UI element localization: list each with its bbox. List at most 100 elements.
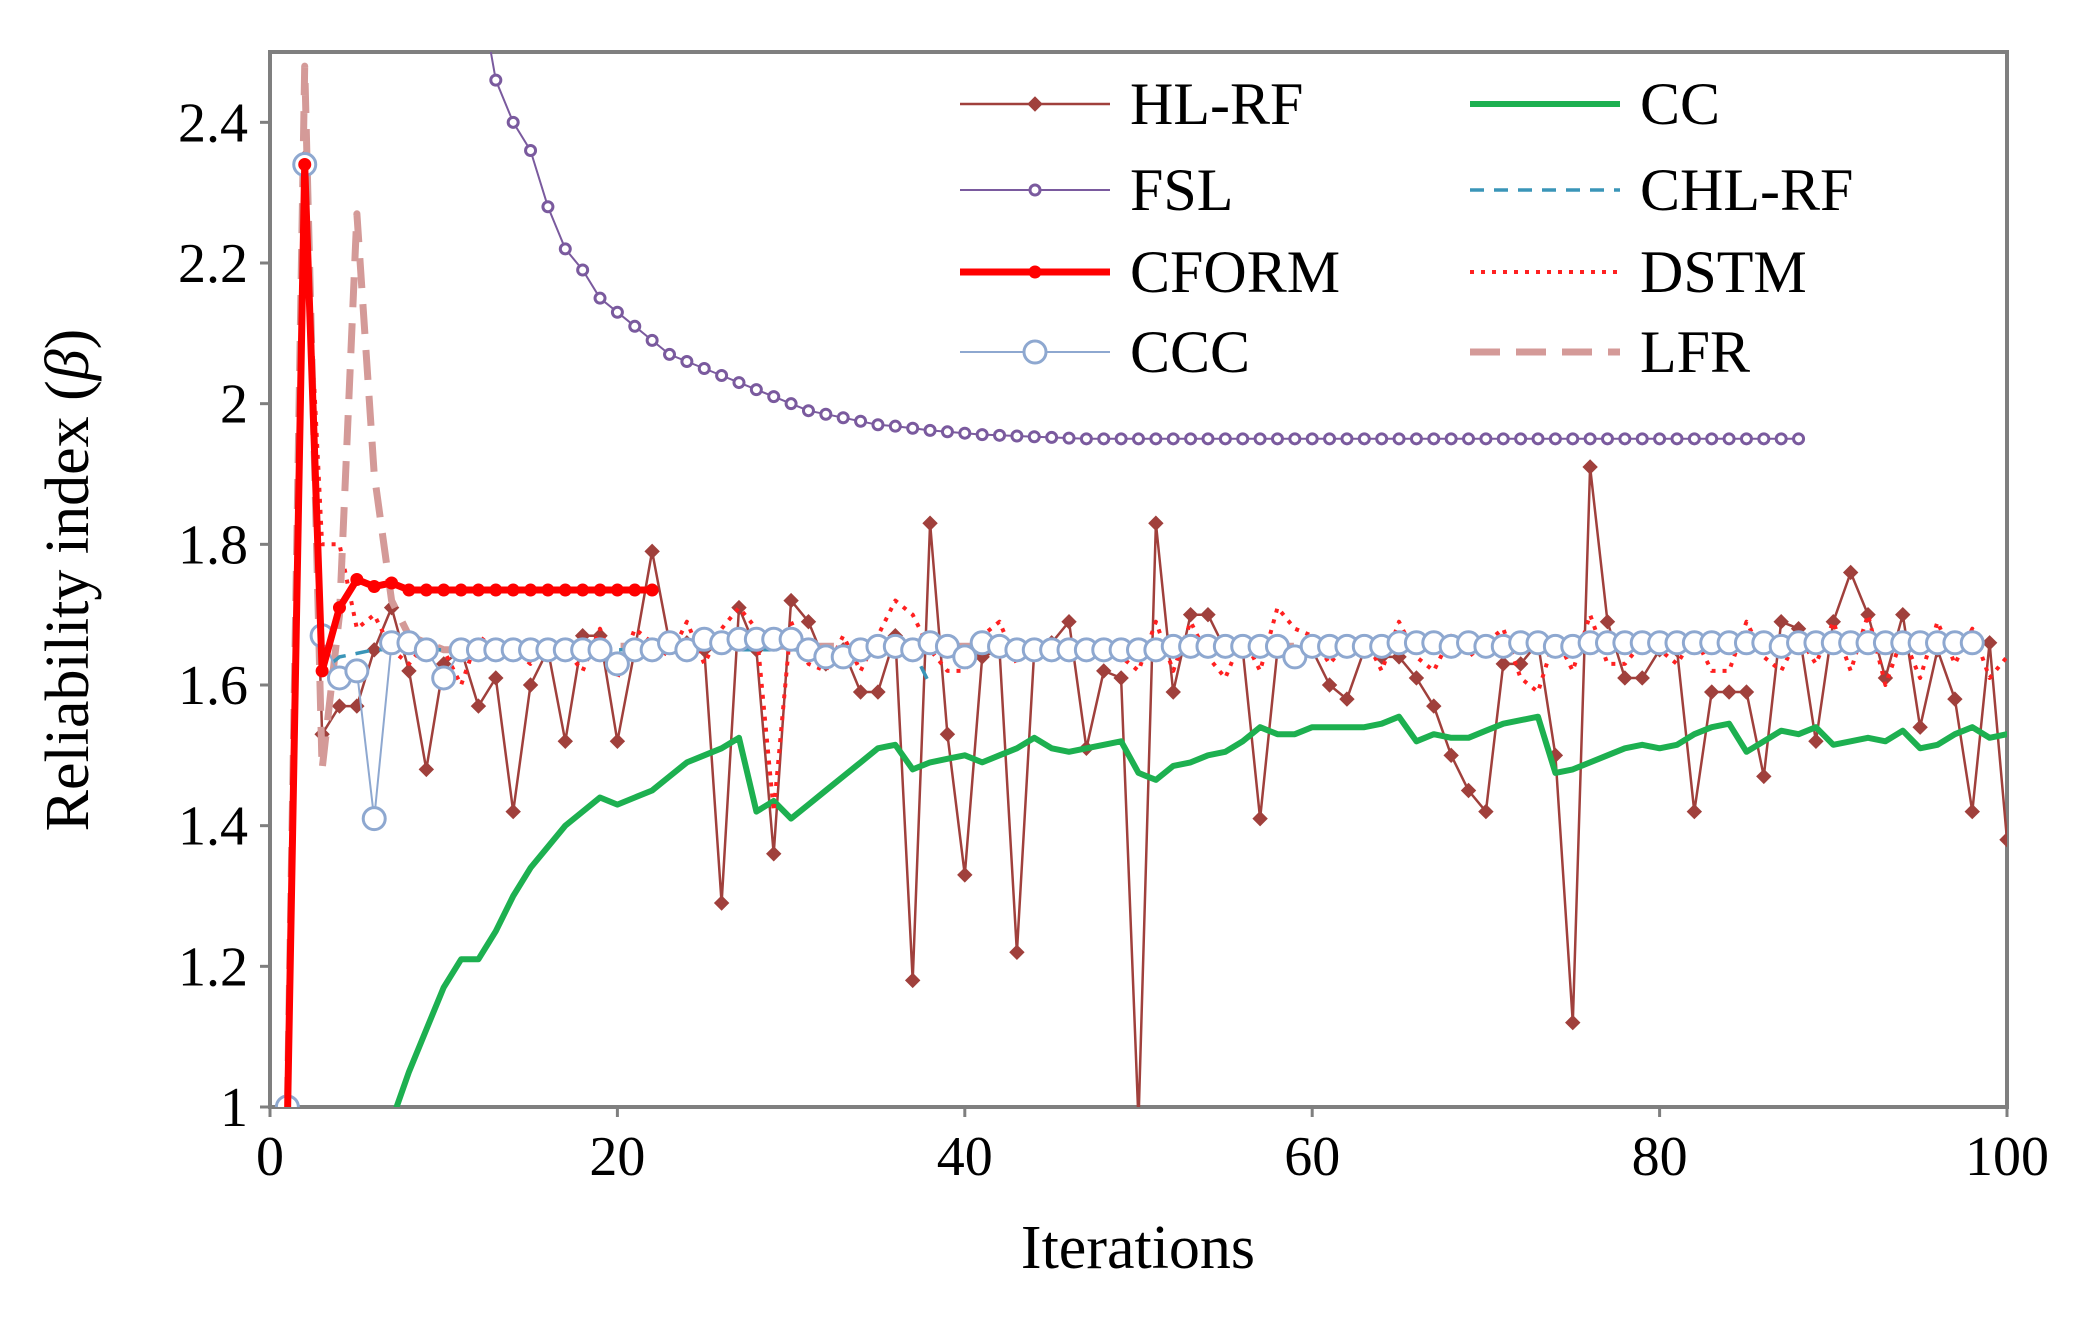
cform-point [489, 583, 503, 597]
series-cc [393, 713, 2007, 1107]
hl-rf-point [1999, 832, 2007, 848]
fsl-point [1253, 432, 1267, 446]
cform-point [628, 583, 642, 597]
fsl-point [1409, 432, 1423, 446]
fsl-point [680, 354, 694, 368]
fsl-point [801, 404, 815, 418]
fsl-point [1462, 432, 1476, 446]
fsl-point [1045, 430, 1059, 444]
fsl-point [732, 376, 746, 390]
legend-item-chl-rf: CHL-RF [1470, 157, 1853, 223]
fsl-line [489, 52, 1800, 440]
y-axis-ticks: 1 1.2 1.4 1.6 1.8 2 2.2 2.4 [178, 92, 270, 1139]
hl-rf-point [366, 642, 382, 658]
fsl-point [715, 369, 729, 383]
hl-rf-point [852, 684, 869, 700]
cform-point [558, 583, 572, 597]
fsl-point [489, 73, 503, 87]
fsl-point [1132, 432, 1145, 446]
hl-rf-point [1113, 670, 1129, 686]
hl-rf-point [939, 726, 956, 742]
hl-rf-point [1495, 656, 1511, 672]
x-tick-label: 60 [1284, 1126, 1340, 1188]
hl-rf-point [609, 733, 626, 749]
hl-rf-point [766, 846, 782, 862]
legend-label-ccc: CCC [1130, 319, 1250, 385]
hl-rf-point [1773, 613, 1789, 630]
y-tick-label: 2 [220, 374, 248, 436]
fsl-point [923, 423, 937, 437]
fsl-point [1618, 432, 1632, 446]
fsl-point [1496, 432, 1510, 446]
fsl-point [1392, 432, 1406, 446]
hl-rf-point [557, 733, 573, 749]
y-tick-label: 2.2 [178, 233, 248, 295]
series-layer [274, 52, 2007, 1128]
hl-rf-point [401, 663, 417, 679]
fsl-point [524, 143, 538, 157]
cform-point [350, 573, 364, 586]
hl-rf-point [1443, 747, 1459, 764]
hl-rf-point [1721, 684, 1737, 700]
cform-line [284, 161, 656, 1107]
fsl-point [784, 397, 798, 411]
fsl-point [1062, 431, 1076, 445]
legend-hl-rf-point [1027, 96, 1043, 112]
fsl-point [1583, 432, 1597, 446]
fsl-point [593, 291, 607, 305]
series-ccc [274, 152, 1985, 1107]
fsl-point [1340, 432, 1354, 446]
hl-rf-point [1599, 613, 1616, 630]
y-tick-label: 1 [220, 1077, 248, 1139]
hl-rf-point [713, 895, 730, 911]
hl-rf-point [470, 698, 487, 714]
legend-label-chl-rf: CHL-RF [1640, 157, 1853, 223]
fsl-point [1653, 432, 1667, 446]
fsl-point [1600, 432, 1614, 446]
fsl-point [958, 426, 972, 440]
fsl-point [888, 419, 902, 433]
fsl-point [1670, 432, 1684, 446]
fsl-point [1635, 432, 1649, 446]
fsl-point [871, 418, 885, 432]
fsl-point [541, 200, 555, 214]
fsl-point [1792, 432, 1806, 446]
fsl-point [767, 390, 781, 404]
fsl-point [1514, 432, 1528, 446]
hl-rf-point [1096, 663, 1112, 679]
hl-rf-point [1947, 691, 1963, 707]
fsl-point [819, 407, 833, 421]
fsl-point [993, 428, 1007, 442]
hl-rf-point [1132, 1114, 1146, 1128]
fsl-point [836, 411, 850, 425]
fsl-point [940, 425, 954, 439]
fsl-point [906, 421, 920, 435]
hl-rf-point [1426, 698, 1442, 714]
cform-point [610, 583, 624, 597]
legend-label-cform: CFORM [1130, 239, 1340, 305]
hl-rf-point [488, 670, 504, 686]
cform-point [645, 583, 659, 597]
fsl-point [1548, 432, 1562, 446]
fsl-point [1027, 430, 1041, 444]
series-fsl [489, 52, 1806, 446]
fsl-point [749, 383, 763, 397]
hl-rf-line [286, 156, 2007, 1107]
ccc-point [952, 644, 978, 670]
fsl-point [1427, 432, 1441, 446]
hl-rf-point [1895, 606, 1911, 623]
hl-rf-point [1617, 670, 1633, 686]
ccc-point [361, 806, 387, 832]
y-axis-title-beta: β [34, 349, 102, 381]
cform-point [471, 583, 485, 597]
hl-rf-point [957, 867, 973, 883]
fsl-point [1444, 432, 1458, 446]
cform-point [385, 576, 399, 590]
fsl-point [610, 305, 624, 319]
hl-rf-point [1148, 515, 1164, 531]
legend-cform-point [1028, 265, 1042, 279]
cform-point [506, 583, 520, 597]
x-tick-label: 0 [256, 1126, 284, 1188]
fsl-point [1774, 432, 1788, 446]
cform-point [332, 601, 346, 615]
